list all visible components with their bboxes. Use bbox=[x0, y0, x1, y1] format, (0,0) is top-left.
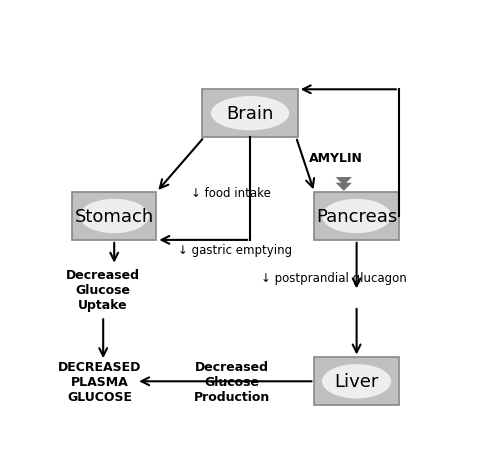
Text: Brain: Brain bbox=[226, 105, 274, 123]
FancyBboxPatch shape bbox=[314, 357, 399, 406]
Text: DECREASED
PLASMA
GLUCOSE: DECREASED PLASMA GLUCOSE bbox=[58, 360, 141, 403]
Text: AMYLIN: AMYLIN bbox=[309, 151, 363, 164]
Polygon shape bbox=[336, 178, 352, 186]
Polygon shape bbox=[336, 183, 352, 191]
Text: ↓ food intake: ↓ food intake bbox=[191, 186, 271, 199]
Text: ↓ gastric emptying: ↓ gastric emptying bbox=[179, 243, 293, 256]
Text: Decreased
Glucose
Uptake: Decreased Glucose Uptake bbox=[66, 268, 140, 311]
Ellipse shape bbox=[322, 199, 391, 234]
Text: Stomach: Stomach bbox=[75, 208, 154, 226]
Ellipse shape bbox=[211, 97, 289, 131]
FancyBboxPatch shape bbox=[72, 193, 157, 240]
Ellipse shape bbox=[80, 199, 149, 234]
Text: ↓ postprandial glucagon: ↓ postprandial glucagon bbox=[261, 271, 407, 284]
FancyBboxPatch shape bbox=[314, 193, 399, 240]
Text: Decreased
Glucose
Production: Decreased Glucose Production bbox=[194, 360, 270, 403]
FancyBboxPatch shape bbox=[203, 90, 298, 138]
Ellipse shape bbox=[322, 364, 391, 398]
Text: Liver: Liver bbox=[334, 373, 379, 390]
Text: Pancreas: Pancreas bbox=[316, 208, 397, 226]
